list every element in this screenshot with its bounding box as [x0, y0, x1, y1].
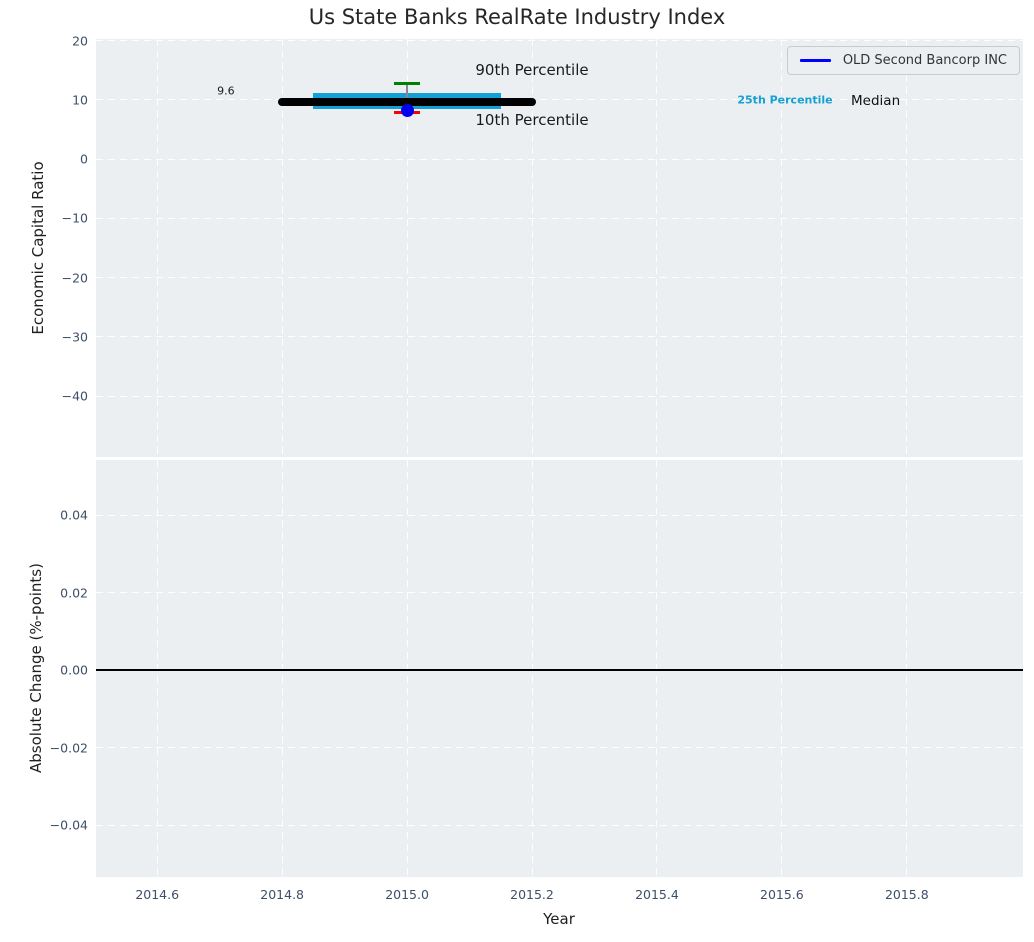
median-line: [278, 98, 536, 107]
axes-absolute-change: [96, 460, 1023, 877]
x-tick-label: 2015.0: [385, 887, 429, 902]
x-tick-label: 2014.6: [135, 887, 180, 902]
x-tick-label: 2015.8: [884, 887, 929, 902]
gridline-x: [531, 39, 533, 457]
x-tick-label: 2014.8: [260, 887, 305, 902]
gridline-x: [656, 39, 658, 457]
y-tick-label: −10: [61, 210, 88, 226]
y-tick-label: −0.04: [49, 817, 88, 833]
gridline-x: [406, 39, 408, 457]
annotation-10th-percentile: 10th Percentile: [475, 111, 589, 130]
x-tick-label: 2015.4: [635, 887, 679, 902]
zero-line: [96, 669, 1023, 672]
ylabel-absolute-change: Absolute Change (%-points): [27, 563, 45, 773]
gridline-x: [781, 39, 783, 457]
gridline-x: [781, 460, 783, 877]
xlabel-year: Year: [543, 910, 575, 928]
y-tick-label: 10: [72, 92, 88, 108]
x-tick-label: 2015.6: [760, 887, 804, 902]
annotation-25th-percentile: 25th Percentile: [737, 93, 833, 107]
legend-line-icon: [799, 59, 831, 62]
gridline-x: [406, 460, 408, 877]
gridline-y: [96, 99, 1023, 101]
gridline-x: [156, 39, 158, 457]
y-tick-label: 20: [72, 33, 88, 49]
gridline-x: [156, 460, 158, 877]
gridline-x: [906, 39, 908, 457]
gridline-x: [281, 39, 283, 457]
legend: OLD Second Bancorp INC: [786, 46, 1020, 75]
gridline-x: [656, 460, 658, 877]
annotation-90th-percentile: 90th Percentile: [475, 61, 589, 80]
axes-economic-capital-ratio: [96, 39, 1023, 457]
y-tick-label: 0.02: [60, 585, 88, 601]
gridline-y: [96, 514, 1023, 516]
y-tick-label: 0.00: [60, 662, 88, 678]
gridline-y: [96, 40, 1023, 42]
gridline-y: [96, 747, 1023, 749]
y-tick-label: −40: [61, 388, 88, 404]
y-tick-label: −20: [61, 270, 88, 286]
y-tick-label: 0.04: [60, 507, 88, 523]
y-tick-label: 0: [80, 151, 88, 167]
y-tick-label: −30: [61, 329, 88, 345]
annotation-9-6: 9.6: [217, 84, 235, 98]
annotation-median: Median: [851, 92, 901, 109]
gridline-y: [96, 158, 1023, 160]
legend-label: OLD Second Bancorp INC: [842, 53, 1007, 68]
gridline-x: [281, 460, 283, 877]
chart-title: Us State Banks RealRate Industry Index: [308, 5, 726, 29]
gridline-y: [96, 277, 1023, 279]
gridline-x: [906, 460, 908, 877]
gridline-y: [96, 395, 1023, 397]
x-tick-label: 2015.2: [510, 887, 554, 902]
y-tick-label: −0.02: [49, 740, 88, 756]
company-marker: [400, 103, 414, 117]
gridline-y: [96, 592, 1023, 594]
ylabel-economic-capital-ratio: Economic Capital Ratio: [29, 161, 47, 335]
gridline-y: [96, 217, 1023, 219]
gridline-y: [96, 336, 1023, 338]
p90-tick: [394, 81, 421, 85]
gridline-x: [531, 460, 533, 877]
whisker-line: [406, 83, 408, 113]
gridline-y: [96, 824, 1023, 826]
